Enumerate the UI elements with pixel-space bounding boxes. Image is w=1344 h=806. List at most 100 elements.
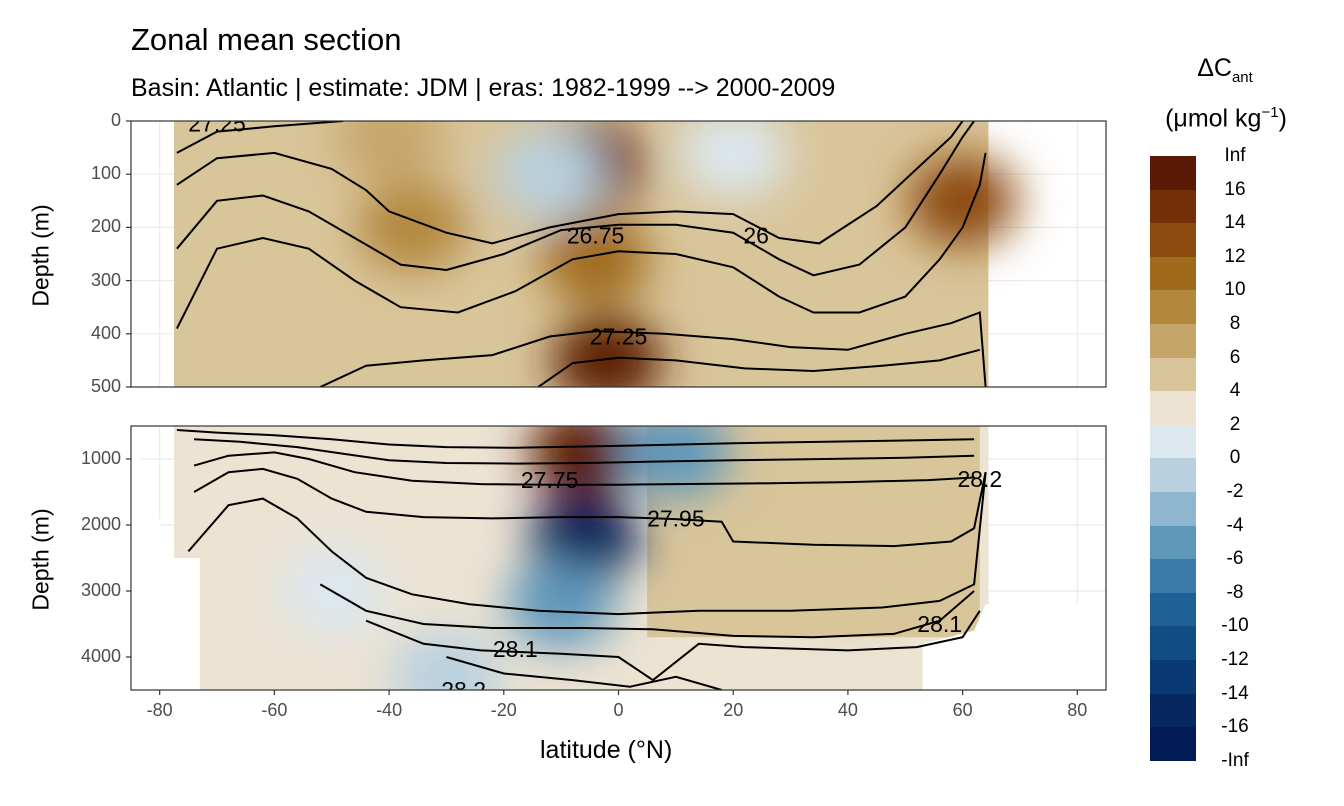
isopycnal-line — [176, 121, 964, 245]
legend-level-label: -4 — [1226, 514, 1244, 536]
x-tick-label: 0 — [613, 700, 624, 720]
y-tick-label: 4000 — [80, 646, 121, 666]
isopycnal-line — [446, 656, 722, 690]
legend-color-swatch — [1150, 660, 1196, 695]
contour-label: 27.75 — [521, 467, 579, 493]
y-tick-label: 3000 — [80, 580, 121, 600]
legend-level-label: 6 — [1229, 346, 1241, 368]
legend-level-label: -16 — [1221, 716, 1249, 738]
legend-level-label: 2 — [1229, 413, 1241, 435]
panel-0: 27.25 26.75 26 27.25 — [131, 111, 1106, 387]
topography — [922, 604, 1106, 690]
panel-border — [130, 120, 1107, 388]
field-blob — [391, 631, 502, 690]
x-tick-label: -20 — [490, 700, 517, 720]
isopycnal-line — [176, 429, 975, 449]
y-axis-label-bottom: Depth (m) — [27, 508, 54, 611]
legend-level-label: 8 — [1229, 313, 1241, 334]
legend-level-label: 10 — [1224, 279, 1246, 301]
y-tick-label: 500 — [90, 376, 121, 396]
legend-unit: (μmol kg−1) — [1165, 104, 1287, 133]
legend-color-swatch — [1150, 324, 1196, 359]
x-tick-label: 40 — [837, 700, 858, 720]
y-tick-label: 200 — [90, 216, 121, 237]
legend-level-label: 14 — [1224, 212, 1246, 234]
chart-title: Zonal mean section — [131, 22, 402, 57]
field-blob — [357, 182, 468, 273]
legend-level-label: -2 — [1226, 481, 1244, 502]
legend-level-label: -14 — [1221, 682, 1249, 704]
legend-color-swatch — [1150, 458, 1196, 493]
contour-label: 28.1 — [917, 611, 962, 637]
field-blob — [678, 121, 789, 198]
x-tick-label: 80 — [1067, 700, 1088, 720]
isopycnal-line — [319, 311, 987, 387]
legend-level-label: 12 — [1224, 245, 1246, 267]
isopycnal-line — [193, 467, 987, 548]
isopycnal-line — [176, 152, 987, 329]
isopycnal-line — [187, 472, 987, 616]
legend-color-swatch — [1150, 290, 1196, 325]
x-tick-label: -60 — [261, 700, 288, 720]
isopycnal-line — [176, 121, 344, 154]
field-blob — [494, 129, 605, 220]
contour-label: 28.1 — [493, 636, 538, 662]
y-tick-label: 1000 — [80, 448, 121, 468]
legend-level-label: -10 — [1221, 615, 1249, 637]
field-blob — [540, 214, 651, 305]
isopycnal-line — [176, 121, 975, 277]
isopycnal-line — [193, 451, 975, 486]
legend-level-label: -6 — [1226, 548, 1244, 570]
legend-color-swatch — [1150, 693, 1196, 728]
legend-color-swatch — [1150, 525, 1196, 560]
y-tick-label: 300 — [90, 269, 121, 290]
legend-level-label: -Inf — [1221, 749, 1249, 771]
legend-color-swatch — [1150, 424, 1196, 459]
x-tick-label: -40 — [376, 700, 403, 720]
legend-color-swatch — [1150, 626, 1196, 661]
x-tick-label: 60 — [952, 700, 973, 720]
isopycnal-line — [365, 610, 981, 682]
field-blob — [529, 426, 640, 498]
contour-label: 26 — [743, 222, 769, 248]
legend-color-swatch — [1150, 156, 1196, 191]
legend-color-swatch — [1150, 256, 1196, 291]
topography — [131, 426, 200, 690]
contour-label: 27.25 — [590, 323, 648, 349]
y-tick-label: 400 — [90, 322, 121, 343]
legend-color-swatch — [1150, 592, 1196, 627]
legend-color-swatch — [1150, 559, 1196, 594]
x-tick-label: 20 — [723, 700, 744, 720]
field-blob — [907, 155, 1018, 246]
legend-level-label: Inf — [1224, 145, 1246, 166]
legend-level-label: 4 — [1229, 380, 1241, 402]
x-axis-label: latitude (°N) — [540, 736, 673, 764]
contour-label: 28.2 — [957, 466, 1002, 492]
field-blob — [334, 121, 445, 182]
chart-subtitle: Basin: Atlantic | estimate: JDM | eras: … — [131, 74, 836, 102]
legend-color-swatch — [1150, 492, 1196, 527]
y-tick-label: 0 — [110, 110, 121, 130]
legend-color-swatch — [1150, 727, 1196, 762]
x-tick-label: -80 — [146, 700, 173, 720]
legend-level-label: -12 — [1221, 649, 1249, 670]
field-blob — [506, 559, 617, 650]
y-tick-label: 2000 — [80, 514, 121, 534]
contour-label: 27.95 — [647, 505, 705, 531]
legend-title: ΔCant — [1197, 54, 1253, 86]
y-tick-label: 100 — [90, 163, 121, 184]
legend-color-swatch — [1150, 223, 1196, 258]
legend-level-label: -8 — [1226, 581, 1244, 603]
y-axis-label-top: Depth (m) — [27, 204, 54, 307]
field-blobs — [276, 426, 903, 690]
contour-label: 28.2 — [441, 677, 486, 703]
isopycnal-line — [319, 583, 975, 639]
legend-color-swatch — [1150, 357, 1196, 392]
isopycnal-line — [194, 438, 975, 465]
contour-label: 27.25 — [188, 111, 246, 137]
legend-level-label: 16 — [1224, 178, 1246, 200]
legend-color-swatch — [1150, 189, 1196, 224]
legend-level-label: 0 — [1229, 447, 1241, 469]
legend-color-swatch — [1150, 391, 1196, 426]
